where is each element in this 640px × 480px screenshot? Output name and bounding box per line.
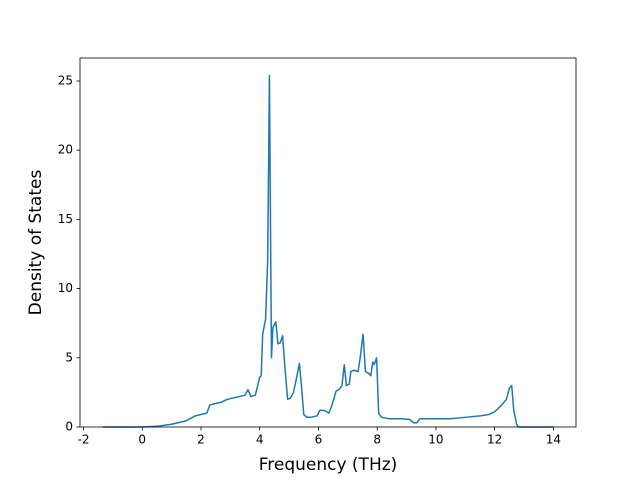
data-line [102,74,554,428]
x-tick-label: 0 [138,433,146,447]
x-tick-label: 14 [546,433,561,447]
y-tick-label: 5 [65,350,73,364]
y-tick-label: 15 [58,212,73,226]
y-tick-label: 20 [58,143,73,157]
x-tick-label: -2 [78,433,90,447]
x-tick-label: 8 [373,433,381,447]
x-axis-label: Frequency (THz) [259,455,398,475]
x-tick-label: 4 [256,433,264,447]
y-axis-label: Density of States [26,170,46,316]
y-tick-label: 0 [65,420,73,434]
plot-frame [79,57,577,428]
y-tick-label: 25 [58,73,73,87]
x-tick-label: 12 [487,433,502,447]
x-tick-label: 2 [197,433,205,447]
x-tick-label: 10 [428,433,443,447]
x-tick-label: 6 [315,433,323,447]
y-tick-label: 10 [58,281,73,295]
